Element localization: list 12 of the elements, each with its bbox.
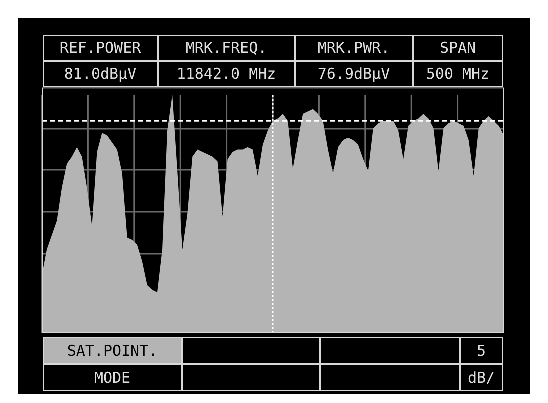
- text: MODE: [43, 364, 182, 391]
- text: 81.0dBµV: [43, 61, 158, 87]
- text: 5: [460, 337, 503, 364]
- text: 11842.0 MHz: [158, 61, 295, 87]
- text: 500 MHz: [413, 61, 503, 87]
- text: SAT.POINT.: [43, 337, 182, 364]
- text: SPAN: [413, 35, 503, 61]
- text: REF.POWER: [43, 35, 158, 61]
- text: MRK.FREQ.: [158, 35, 295, 61]
- text: 76.9dBµV: [295, 61, 413, 87]
- text: MRK.PWR.: [295, 35, 413, 61]
- text: dB/: [460, 364, 503, 391]
